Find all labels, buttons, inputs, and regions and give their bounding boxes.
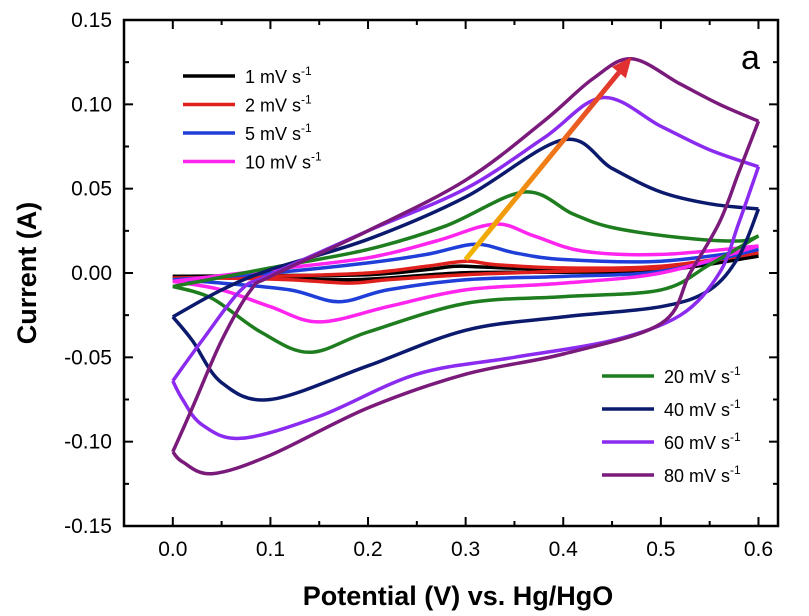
y-tick-label: 0.05 <box>71 178 112 201</box>
y-tick-label: -0.05 <box>64 346 112 369</box>
legend-label-superscript: -1 <box>301 121 312 135</box>
legend-label-superscript: -1 <box>730 364 741 378</box>
y-tick-label: 0.15 <box>71 9 112 32</box>
legend-label-superscript: -1 <box>301 93 312 107</box>
arrow-head <box>611 57 632 79</box>
cv-curve-2-mv-anodic <box>172 251 759 280</box>
y-tick-label: 0.10 <box>71 93 112 116</box>
y-tick-label: -0.10 <box>64 431 112 454</box>
cv-curve-80-mv-anodic <box>171 57 760 453</box>
legend-label-superscript: -1 <box>311 150 322 164</box>
cv-curve-20-mv-cathodic <box>172 234 760 355</box>
y-axis-title: Current (A) <box>12 202 42 345</box>
legend-label-superscript: -1 <box>730 463 741 477</box>
y-tick-label: -0.15 <box>64 515 112 538</box>
x-tick-label: 0.6 <box>744 538 773 561</box>
trend-arrow <box>463 57 632 262</box>
legend-label: 2 mV s-1 <box>245 93 312 116</box>
legend-label: 80 mV s-1 <box>664 463 741 486</box>
legend-label-superscript: -1 <box>730 430 741 444</box>
legend-label-superscript: -1 <box>730 397 741 411</box>
legend-label: 10 mV s-1 <box>245 150 322 173</box>
legend-label: 5 mV s-1 <box>245 121 312 144</box>
legend-bottom-right: 20 mV s-1 40 mV s-1 60 mV s-1 80 mV s-1 <box>602 364 741 486</box>
x-tick-label: 0.1 <box>256 538 285 561</box>
legend-label: 20 mV s-1 <box>664 364 741 387</box>
x-tick-label: 0.3 <box>451 538 480 561</box>
cv-curve-5-mv-cathodic <box>172 247 759 304</box>
y-axis-ticks: 0.15 0.10 0.05 0.00 -0.05 -0.10 -0.15 <box>64 9 778 538</box>
cv-curve-60-mv-cathodic <box>171 166 761 441</box>
x-tick-label: 0.5 <box>646 538 675 561</box>
x-axis-title: Potential (V) vs. Hg/HgO <box>303 581 614 611</box>
x-tick-label: 0.4 <box>549 538 579 561</box>
arrow-shaft <box>463 70 621 262</box>
y-tick-label: 0.00 <box>71 262 112 285</box>
legend-label: 1 mV s-1 <box>245 64 312 87</box>
x-axis-ticks: 0.0 0.1 0.2 0.3 0.4 0.5 0.6 <box>123 20 773 561</box>
cv-curve-60-mv-anodic <box>171 95 760 382</box>
cv-curve-40-mv-anodic <box>171 137 759 319</box>
x-tick-label: 0.0 <box>158 538 187 561</box>
legend-label: 60 mV s-1 <box>664 430 741 453</box>
x-tick-label: 0.2 <box>353 538 382 561</box>
panel-label: a <box>741 39 760 77</box>
legend-label-superscript: -1 <box>301 64 312 78</box>
legend-top-left: 1 mV s-1 2 mV s-1 5 mV s-1 10 mV s-1 <box>183 64 322 173</box>
cv-curve-80-mv-cathodic <box>171 120 761 476</box>
legend-label: 40 mV s-1 <box>664 397 741 420</box>
cv-curve-40-mv-cathodic <box>171 208 761 402</box>
